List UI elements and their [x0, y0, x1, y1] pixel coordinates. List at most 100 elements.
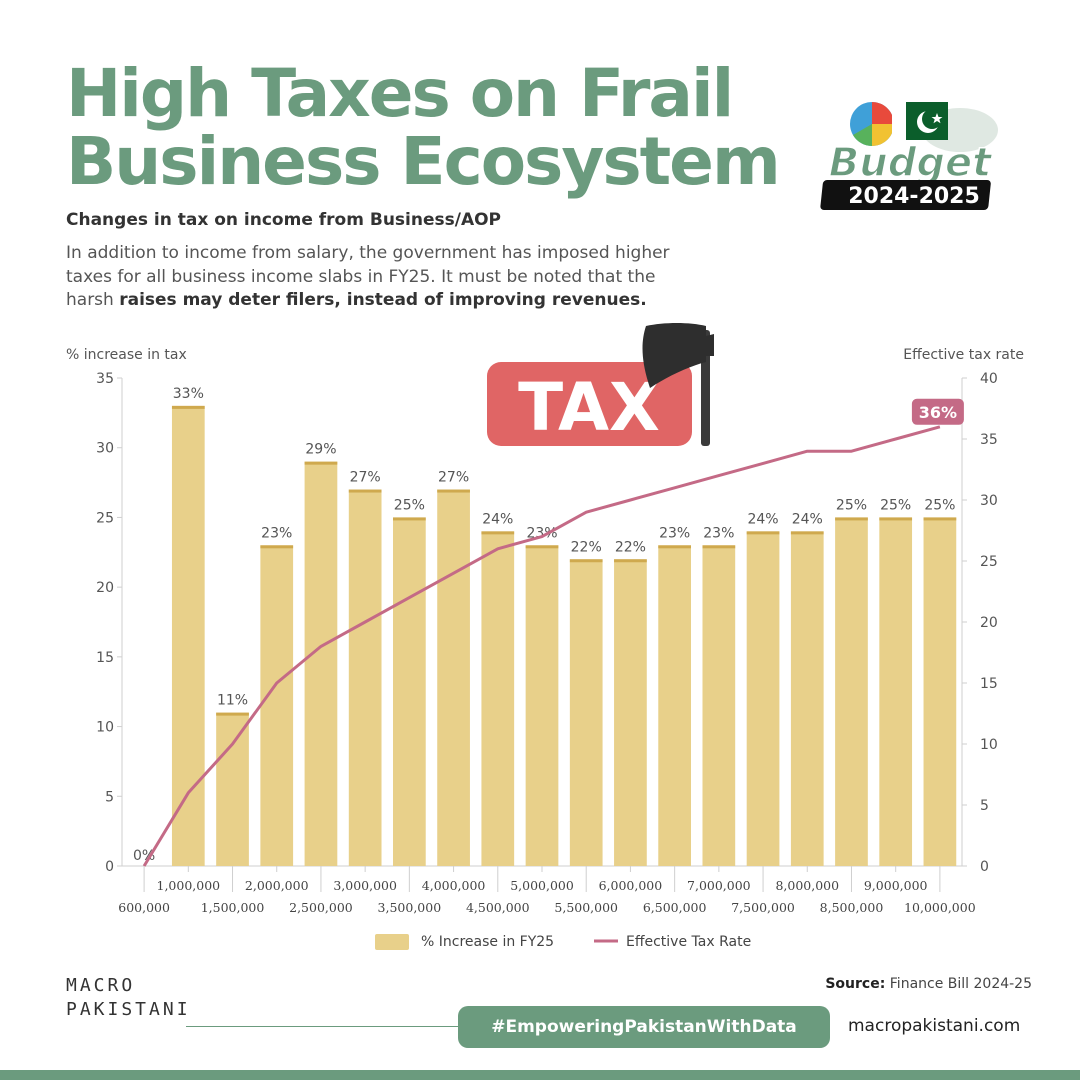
bar-cap — [835, 517, 868, 521]
bar — [746, 531, 780, 866]
badge-word: Budget — [829, 140, 993, 186]
bar-cap — [481, 531, 515, 535]
x-tick-label: 10,000,000 — [904, 900, 976, 915]
axe-icon — [642, 323, 714, 446]
page-subtitle: Changes in tax on income from Business/A… — [66, 210, 502, 230]
bar — [569, 559, 603, 866]
bar — [790, 531, 824, 866]
y2-axis-label: Effective tax rate — [903, 347, 1024, 363]
bar-cap — [879, 517, 913, 521]
bar-cap — [614, 559, 647, 563]
bar-cap — [260, 545, 294, 549]
bar-cap — [437, 489, 470, 493]
legend-line-label: Effective Tax Rate — [626, 934, 751, 950]
bar-cap — [702, 545, 736, 549]
bar-data-label: 33% — [173, 386, 204, 402]
x-tick-label: 1,500,000 — [201, 900, 265, 915]
y2-tick-label: 40 — [980, 371, 998, 387]
bar-cap — [746, 531, 780, 535]
bar-data-label: 0% — [133, 848, 155, 864]
x-tick-label: 6,500,000 — [643, 900, 707, 915]
bar-cap — [304, 461, 338, 465]
y2-tick-label: 15 — [980, 676, 998, 692]
line-end-label-box — [911, 398, 964, 425]
bar-data-label: 22% — [571, 539, 602, 555]
bar-data-label: 23% — [659, 525, 690, 541]
bar — [393, 517, 426, 866]
bar-cap — [171, 405, 205, 409]
brand-logo: MACRO PAKISTANI — [66, 974, 191, 1022]
y2-tick-label: 20 — [980, 615, 998, 631]
x-tick-label: 2,500,000 — [289, 900, 353, 915]
y-tick-label: 35 — [96, 371, 114, 387]
source-note: Source: Finance Bill 2024-25 — [825, 976, 1032, 992]
tax-sign-text: TAX — [518, 369, 660, 446]
y2-tick-label: 10 — [980, 737, 998, 753]
bar-data-label: 24% — [792, 511, 823, 527]
bottom-accent-bar — [0, 1070, 1080, 1080]
bar-data-label: 25% — [836, 497, 867, 513]
y-tick-label: 5 — [105, 789, 114, 805]
x-tick-label: 5,000,000 — [510, 878, 574, 893]
bar — [260, 545, 294, 866]
bar-data-label: 25% — [880, 497, 911, 513]
x-tick-label: 7,000,000 — [687, 878, 751, 893]
bar-data-label: 27% — [438, 470, 469, 486]
bar-cap — [569, 559, 603, 563]
bar — [923, 517, 957, 866]
tax-axe-illustration: TAX — [487, 323, 714, 446]
x-tick-label: 600,000 — [118, 900, 170, 915]
hashtag-pill: #EmpoweringPakistanWithData — [458, 1006, 830, 1048]
budget-badge: Budget 2024-2025 — [820, 102, 998, 210]
bar-data-label: 25% — [394, 497, 425, 513]
x-tick-label: 4,000,000 — [422, 878, 486, 893]
legend-bar-swatch — [375, 934, 409, 950]
y-tick-label: 30 — [96, 441, 114, 457]
badge-years: 2024-2025 — [848, 184, 980, 209]
bar — [304, 461, 338, 866]
description-emphasis: raises may deter filers, instead of impr… — [119, 290, 647, 310]
y-tick-label: 0 — [105, 859, 114, 875]
line-end-label: 36% — [919, 403, 957, 422]
x-tick-label: 8,000,000 — [775, 878, 839, 893]
y2-tick-label: 5 — [980, 798, 989, 814]
bar — [171, 405, 205, 866]
bar-data-label: 27% — [350, 470, 381, 486]
badge-year-box — [820, 180, 991, 210]
x-tick-label: 3,500,000 — [378, 900, 442, 915]
y-tick-label: 15 — [96, 650, 114, 666]
x-tick-label: 2,000,000 — [245, 878, 309, 893]
pakistan-flag-icon — [892, 102, 948, 140]
bar-cap — [525, 545, 559, 549]
pie-chart-icon — [850, 102, 894, 146]
brand-line-1: MACRO — [66, 975, 136, 996]
legend: % Increase in FY25 Effective Tax Rate — [375, 934, 751, 950]
bar — [216, 712, 249, 866]
source-text: Finance Bill 2024-25 — [889, 976, 1032, 992]
bar — [614, 559, 647, 866]
bar-data-label: 29% — [305, 442, 336, 458]
x-tick-label: 4,500,000 — [466, 900, 530, 915]
x-tick-label: 8,500,000 — [820, 900, 884, 915]
bar-cap — [348, 489, 382, 493]
bar-cap — [923, 517, 957, 521]
x-tick-label: 1,000,000 — [157, 878, 221, 893]
effective-tax-rate-line — [142, 425, 941, 867]
x-tick-label: 9,000,000 — [864, 878, 928, 893]
description-lead: In addition to income from salary, the g… — [66, 243, 670, 310]
tax-sign — [487, 362, 692, 446]
bar — [348, 489, 382, 866]
page-title: High Taxes on Frail Business Ecosystem — [66, 55, 781, 200]
bar-data-label: 25% — [924, 497, 955, 513]
bar — [525, 545, 559, 866]
legend-bar-label: % Increase in FY25 — [421, 934, 554, 950]
x-tick-label: 6,000,000 — [599, 878, 663, 893]
line-series: 36% — [142, 398, 964, 867]
bar — [879, 517, 913, 866]
bar-data-label: 23% — [703, 525, 734, 541]
x-tick-labels: 600,000 1,000,000 1,500,000 2,000,000 2,500,… — [118, 866, 976, 915]
y-tick-label: 10 — [96, 720, 114, 736]
bar — [835, 517, 868, 866]
website-link[interactable]: macropakistani.com — [848, 1016, 1021, 1036]
